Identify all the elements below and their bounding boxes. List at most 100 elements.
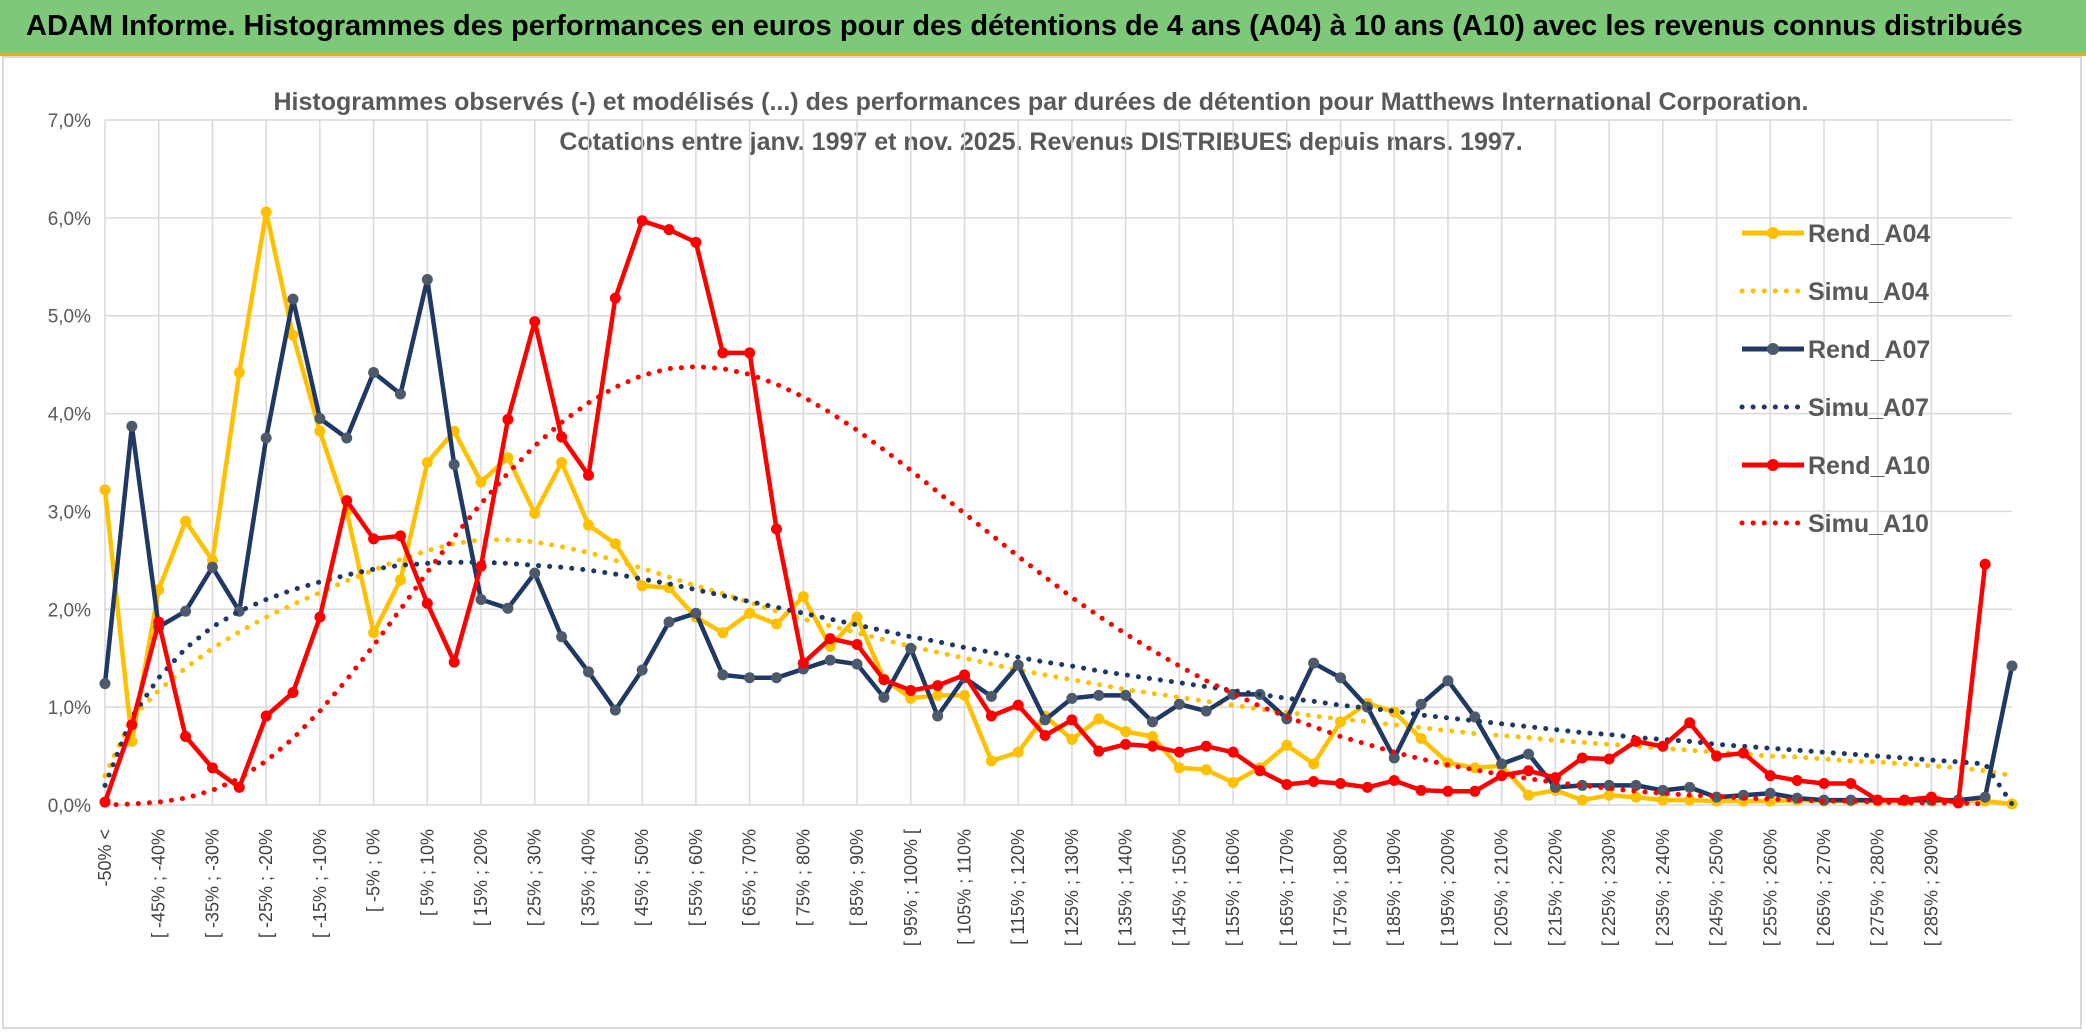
y-tick-label: 2,0%: [48, 600, 91, 621]
data-point: [1684, 794, 1696, 806]
data-point: [1496, 758, 1508, 770]
data-point: [1012, 699, 1024, 711]
data-point: [1012, 659, 1024, 671]
data-point: [582, 666, 594, 678]
data-point: [1576, 752, 1588, 764]
data-point: [878, 674, 890, 686]
x-axis: -50% < [ -45% ; -40% [ -35% ; -30% [ -25% ;…: [95, 829, 1941, 946]
series-simu_a04: [102, 537, 2015, 779]
data-point: [744, 347, 756, 359]
series-line: [102, 209, 2013, 807]
x-tick-label: [ 185% ; 190%: [1384, 829, 1404, 946]
data-point: [744, 672, 756, 684]
data-point: [1066, 692, 1078, 704]
data-point: [1308, 776, 1320, 788]
x-tick-label: [ -15% ; -10%: [310, 829, 330, 938]
series-rend_a04: [99, 206, 2018, 810]
data-point: [1523, 789, 1535, 801]
x-tick-label: [ 65% ; 70%: [740, 829, 760, 926]
report-banner: ADAM Informe. Histogrammes des performan…: [0, 0, 2086, 56]
data-point: [368, 533, 380, 545]
data-point: [1657, 794, 1669, 806]
data-point: [932, 689, 944, 701]
data-point: [636, 215, 648, 227]
data-point: [1173, 762, 1185, 774]
data-point: [1415, 784, 1427, 796]
legend-label: Rend_A10: [1808, 452, 1930, 480]
y-tick-label: 1,0%: [48, 698, 91, 719]
y-axis: 0,0% 1,0% 2,0% 3,0% 4,0% 5,0% 6,0% 7,0%: [48, 111, 91, 817]
data-point: [1200, 705, 1212, 717]
x-tick-label: [ 275% ; 280%: [1868, 829, 1888, 946]
data-point: [1227, 746, 1239, 758]
data-point: [1737, 747, 1749, 759]
data-point: [1979, 558, 1991, 570]
x-tick-label: [ 55% ; 60%: [686, 829, 706, 926]
data-point: [1066, 714, 1078, 726]
data-point: [341, 495, 353, 507]
data-point: [985, 710, 997, 722]
data-point: [985, 755, 997, 767]
data-point: [206, 762, 218, 774]
y-tick-label: 0,0%: [48, 796, 91, 817]
data-point: [1093, 745, 1105, 757]
data-point: [502, 452, 514, 464]
data-point: [797, 657, 809, 669]
y-tick-label: 5,0%: [48, 307, 91, 328]
x-tick-label: [ -35% ; -30%: [202, 829, 222, 938]
data-point: [233, 366, 245, 378]
chart-frame: [2, 56, 2082, 1029]
data-point: [663, 616, 675, 628]
x-tick-label: [ 175% ; 180%: [1331, 829, 1351, 946]
legend: Rend_A04 Simu_A04 Rend_A07 Simu_A07 Rend_A10…: [1739, 220, 1930, 538]
data-point: [663, 224, 675, 236]
data-point: [1012, 746, 1024, 758]
data-point: [180, 515, 192, 527]
series-rend_a07: [99, 274, 2018, 806]
data-point: [1711, 791, 1723, 803]
x-tick-label: [ 225% ; 230%: [1599, 829, 1619, 946]
x-tick-label: [ 285% ; 290%: [1921, 829, 1941, 946]
x-tick-label: [ 195% ; 200%: [1438, 829, 1458, 946]
y-tick-label: 6,0%: [48, 209, 91, 230]
data-point: [824, 654, 836, 666]
data-point: [905, 642, 917, 654]
data-point: [1227, 776, 1239, 788]
data-point: [958, 689, 970, 701]
data-point: [1093, 713, 1105, 725]
data-point: [260, 710, 272, 722]
data-point: [1281, 778, 1293, 790]
x-tick-label: [ 15% ; 20%: [471, 829, 491, 926]
data-point: [1039, 730, 1051, 742]
x-tick-label: [ 155% ; 160%: [1223, 829, 1243, 946]
x-tick-label: [ 265% ; 270%: [1814, 829, 1834, 946]
data-point: [1173, 746, 1185, 758]
data-point: [475, 594, 487, 605]
x-tick-label: [ -45% ; -40%: [149, 829, 169, 938]
data-point: [1684, 781, 1696, 793]
x-tick-label: [ 235% ; 240%: [1653, 829, 1673, 946]
x-tick-label: [ 145% ; 150%: [1169, 829, 1189, 946]
data-point: [717, 347, 729, 359]
data-point: [126, 420, 138, 432]
data-point: [1442, 785, 1454, 797]
data-point: [556, 457, 568, 468]
data-point: [770, 523, 782, 535]
data-point: [448, 458, 460, 470]
data-point: [582, 469, 594, 481]
data-point: [878, 691, 890, 703]
data-point: [1200, 764, 1212, 776]
x-tick-label: [ 125% ; 130%: [1062, 829, 1082, 946]
legend-label: Simu_A10: [1808, 510, 1929, 538]
data-point: [153, 616, 165, 628]
data-point: [1952, 797, 1964, 809]
data-point: [905, 692, 917, 704]
data-point: [1120, 689, 1132, 701]
data-point: [1415, 698, 1427, 710]
plot-area: [99, 206, 2018, 810]
data-point: [394, 574, 406, 586]
data-point: [851, 611, 863, 623]
data-point: [770, 672, 782, 684]
x-tick-label: [ 45% ; 50%: [632, 829, 652, 926]
